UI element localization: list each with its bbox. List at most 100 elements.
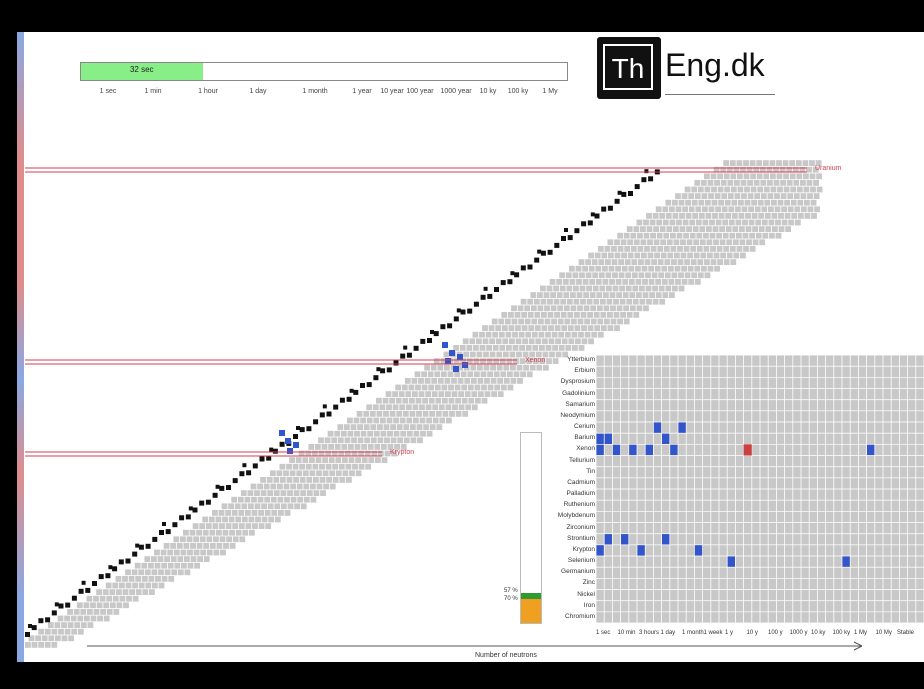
inset-cell (916, 478, 924, 489)
nuclide-cell (441, 371, 447, 378)
nuclide-cell (490, 364, 496, 371)
inset-cell (785, 556, 793, 567)
inset-cell (645, 567, 653, 578)
inset-cell (858, 500, 867, 511)
inset-cell (711, 366, 719, 377)
inset-cell (809, 522, 817, 534)
nuclide-cell (631, 259, 638, 265)
inset-cell (842, 534, 850, 545)
nuclide-cell (780, 180, 786, 186)
nuclide-cell (786, 180, 793, 186)
nuclide-cell (408, 384, 415, 391)
nuclide-cell (486, 358, 493, 364)
nuclide-cell (189, 529, 196, 536)
stable-cell (58, 603, 64, 609)
inset-x-tick: 100 ky (832, 630, 851, 636)
nuclide-cell (428, 384, 435, 391)
nuclide-cell (669, 292, 675, 298)
nuclide-cell (180, 549, 187, 556)
nuclide-cell (541, 325, 548, 331)
inset-cell (891, 400, 899, 411)
inset-cell (727, 377, 735, 389)
nuclide-cell (411, 378, 418, 384)
inset-cell (612, 556, 621, 567)
inset-cell (801, 545, 809, 556)
stable-cell (554, 242, 560, 248)
inset-cell (662, 511, 670, 523)
nuclide-cell (675, 206, 682, 213)
nuclide-cell (382, 397, 389, 404)
inset-cell (719, 489, 727, 500)
inset-cell (612, 411, 621, 422)
nuclide-cell (482, 325, 488, 331)
inset-cell (629, 377, 637, 389)
inset-cell (801, 589, 809, 601)
nuclide-cell (513, 371, 520, 378)
inset-cell (801, 601, 809, 612)
inset-cell (596, 556, 604, 567)
inset-cell (678, 400, 686, 411)
nuclide-cell (344, 424, 350, 430)
inset-cell (670, 534, 678, 545)
nuclide-cell (535, 351, 542, 358)
nuclide-cell (710, 173, 717, 180)
nuclide-cell (596, 292, 603, 298)
nuclide-cell (672, 199, 678, 206)
nuclide-cell (754, 193, 761, 199)
inset-cell (875, 489, 883, 500)
nuclide-cell (192, 523, 199, 529)
nuclide-cell (395, 397, 402, 404)
inset-cell (744, 556, 752, 567)
timebar-tick: 10 year (380, 88, 404, 95)
nuclide-cell (337, 424, 344, 430)
nuclide-cell (597, 318, 604, 325)
inset-cell (621, 522, 629, 534)
nuclide-cell (493, 371, 500, 378)
nuclide-cell (614, 325, 620, 331)
nuclide-cell (345, 450, 351, 457)
inset-cell (645, 455, 653, 467)
stable-cell (135, 543, 140, 548)
inset-cell (785, 500, 793, 511)
nuclide-cell (474, 384, 481, 391)
inset-cell (826, 489, 834, 500)
inset-cell (908, 433, 916, 444)
nuclide-cell (809, 173, 816, 180)
nuclide-cell (209, 543, 216, 549)
nuclide-cell (767, 180, 773, 186)
inset-cell (776, 467, 785, 478)
nuclide-cell (245, 523, 252, 529)
nuclide-cell (603, 305, 610, 312)
highlight-cell (279, 430, 285, 436)
nuclide-cell (218, 510, 225, 516)
inset-cell (809, 556, 817, 567)
nuclide-cell (413, 417, 419, 424)
inset-cell (908, 388, 916, 400)
nuclide-cell (257, 483, 263, 490)
nuclide-cell (87, 609, 93, 615)
inset-cell (662, 489, 670, 500)
inset-cell (662, 355, 670, 366)
nuclide-cell (106, 595, 113, 602)
nuclide-cell (237, 496, 244, 503)
nuclide-cell (746, 166, 753, 173)
inset-cell (604, 366, 612, 377)
nuclide-cell (543, 292, 550, 298)
stable-cell (590, 212, 595, 217)
inset-cell (719, 400, 727, 411)
nuclide-cell (816, 186, 823, 193)
nuclide-cell (406, 417, 413, 424)
nuclide-cell (325, 450, 331, 457)
nuclide-cell (125, 569, 131, 576)
inset-cell (735, 411, 744, 422)
nuclide-cell (721, 193, 728, 199)
nuclide-cell (652, 213, 659, 219)
nuclide-cell (387, 444, 394, 450)
nuclide-cell (135, 589, 142, 595)
nuclide-cell (489, 338, 495, 345)
nuclide-cell (194, 562, 200, 569)
inset-cell (645, 534, 653, 545)
nuclide-cell (393, 417, 399, 424)
nuclide-cell (507, 384, 514, 391)
nuclide-cell (626, 312, 633, 318)
